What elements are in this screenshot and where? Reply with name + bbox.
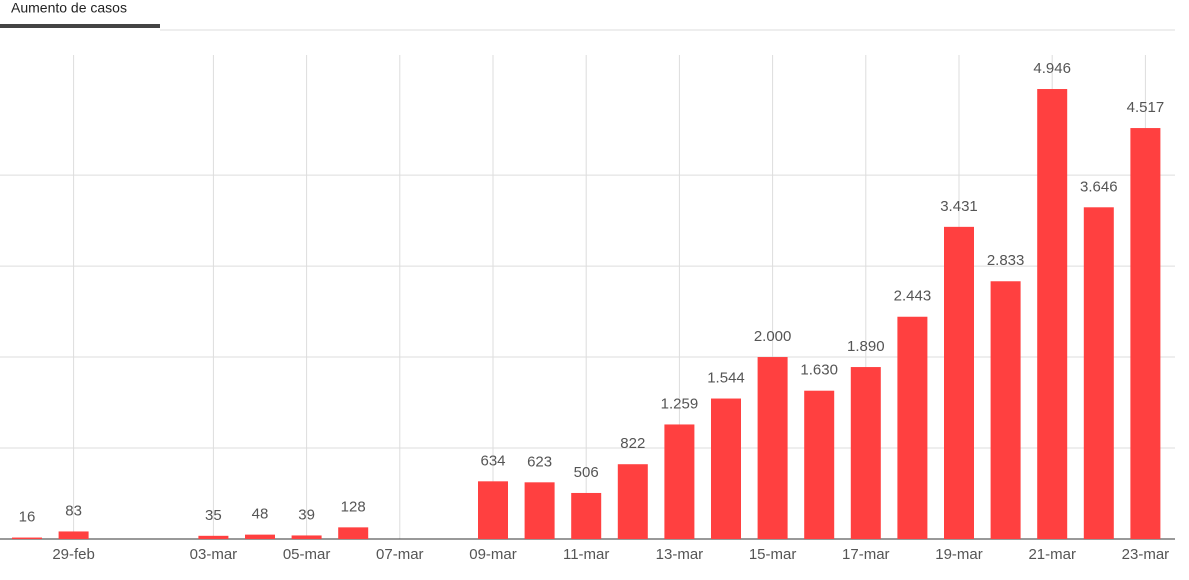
bar — [711, 398, 741, 539]
bar — [944, 226, 974, 539]
bar — [850, 367, 881, 539]
x-tick-label: 03-mar — [190, 546, 238, 563]
value-label: 506 — [574, 464, 599, 481]
value-label: 83 — [65, 502, 82, 519]
value-label: 48 — [252, 506, 269, 523]
bar — [12, 537, 42, 539]
bar — [990, 281, 1021, 539]
x-tick-label: 09-mar — [469, 546, 517, 563]
value-label: 35 — [205, 507, 222, 524]
value-label: 822 — [620, 435, 645, 452]
x-tick-label: 05-mar — [283, 546, 331, 563]
value-label: 634 — [480, 452, 505, 469]
value-label: 2.833 — [987, 252, 1025, 269]
x-tick-label: 23-mar — [1122, 546, 1170, 563]
x-tick-label: 07-mar — [376, 546, 424, 563]
value-label: 2.000 — [754, 328, 792, 345]
value-label: 39 — [298, 506, 315, 523]
x-tick-label: 17-mar — [842, 546, 890, 563]
tab-label[interactable]: Aumento de casos — [11, 0, 127, 16]
bar — [617, 464, 648, 539]
x-tick-label: 15-mar — [749, 546, 797, 563]
bar — [58, 531, 89, 539]
value-label: 4.517 — [1127, 99, 1165, 116]
x-tick-label: 19-mar — [935, 546, 983, 563]
value-label: 1.630 — [800, 362, 838, 379]
value-label: 623 — [527, 453, 552, 470]
tab-underline — [0, 24, 160, 28]
x-tick-label: 11-mar — [563, 546, 609, 563]
bar — [338, 527, 369, 539]
value-label: 4.946 — [1033, 60, 1071, 77]
value-label: 3.431 — [940, 198, 978, 215]
value-label: 1.259 — [661, 395, 699, 412]
bar — [1083, 207, 1114, 539]
x-tick-label: 29-feb — [52, 546, 95, 563]
bar — [1130, 128, 1161, 540]
value-label: 2.443 — [894, 288, 932, 305]
bar — [291, 535, 322, 539]
value-label: 1.890 — [847, 338, 885, 355]
value-label: 16 — [19, 509, 36, 526]
bar — [757, 357, 788, 539]
bar — [571, 492, 602, 539]
value-label: 1.544 — [707, 369, 745, 386]
bar — [1037, 89, 1068, 539]
x-tick-label: 21-mar — [1028, 546, 1076, 563]
bar — [524, 482, 555, 539]
bar — [478, 481, 508, 539]
bar — [245, 534, 275, 539]
bar — [897, 316, 928, 539]
value-label: 3.646 — [1080, 178, 1118, 195]
bar — [804, 390, 835, 539]
x-tick-label: 13-mar — [656, 546, 704, 563]
value-label: 128 — [341, 498, 366, 515]
bar — [198, 535, 229, 539]
bar — [664, 424, 695, 539]
